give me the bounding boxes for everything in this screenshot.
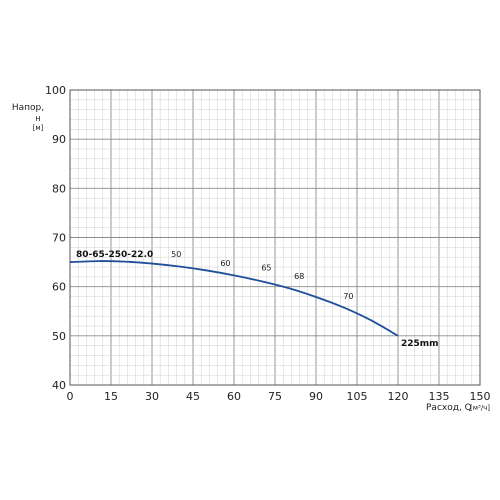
x-tick-label: 0: [67, 390, 74, 403]
x-tick-label: 30: [145, 390, 159, 403]
x-tick-label: 45: [186, 390, 200, 403]
y-axis-unit: [м]: [33, 124, 44, 132]
y-tick-label: 70: [52, 232, 66, 245]
x-tick-label: 120: [388, 390, 409, 403]
x-tick-label: 150: [470, 390, 491, 403]
y-tick-label: 90: [52, 133, 66, 146]
efficiency-label: 65: [261, 263, 271, 272]
x-tick-label: 135: [429, 390, 450, 403]
y-axis-title: Напор,: [12, 103, 44, 113]
efficiency-labels: 50 60 65 68 70: [171, 250, 353, 301]
y-tick-label: 40: [52, 379, 66, 392]
y-tick-label: 80: [52, 182, 66, 195]
y-tick-label: 100: [45, 84, 66, 97]
x-axis-title: Расход, Q: [426, 403, 472, 413]
x-tick-label: 90: [309, 390, 323, 403]
x-tick-label: 105: [347, 390, 368, 403]
efficiency-label: 60: [220, 259, 230, 268]
efficiency-label: 50: [171, 250, 181, 259]
efficiency-label: 70: [343, 292, 353, 301]
x-tick-labels: 0 15 30 45 60 75 90 105 120 135 150: [67, 390, 491, 403]
y-tick-label: 60: [52, 281, 66, 294]
y-axis-symbol: H: [35, 115, 40, 123]
efficiency-label: 68: [294, 272, 304, 281]
x-tick-label: 75: [268, 390, 282, 403]
x-tick-label: 15: [104, 390, 118, 403]
impeller-diameter-label: 225mm: [401, 339, 439, 349]
x-tick-label: 60: [227, 390, 241, 403]
y-tick-labels: 40 50 60 70 80 90 100: [45, 84, 66, 392]
y-tick-label: 50: [52, 330, 66, 343]
head-curve-line: [69, 260, 399, 337]
plot-frame: [69, 89, 481, 386]
x-axis-unit: [м³/ч]: [470, 404, 490, 412]
series-name-label: 80-65-250-22.0: [76, 250, 153, 260]
series-group: 80-65-250-22.0 225mm: [69, 250, 439, 349]
